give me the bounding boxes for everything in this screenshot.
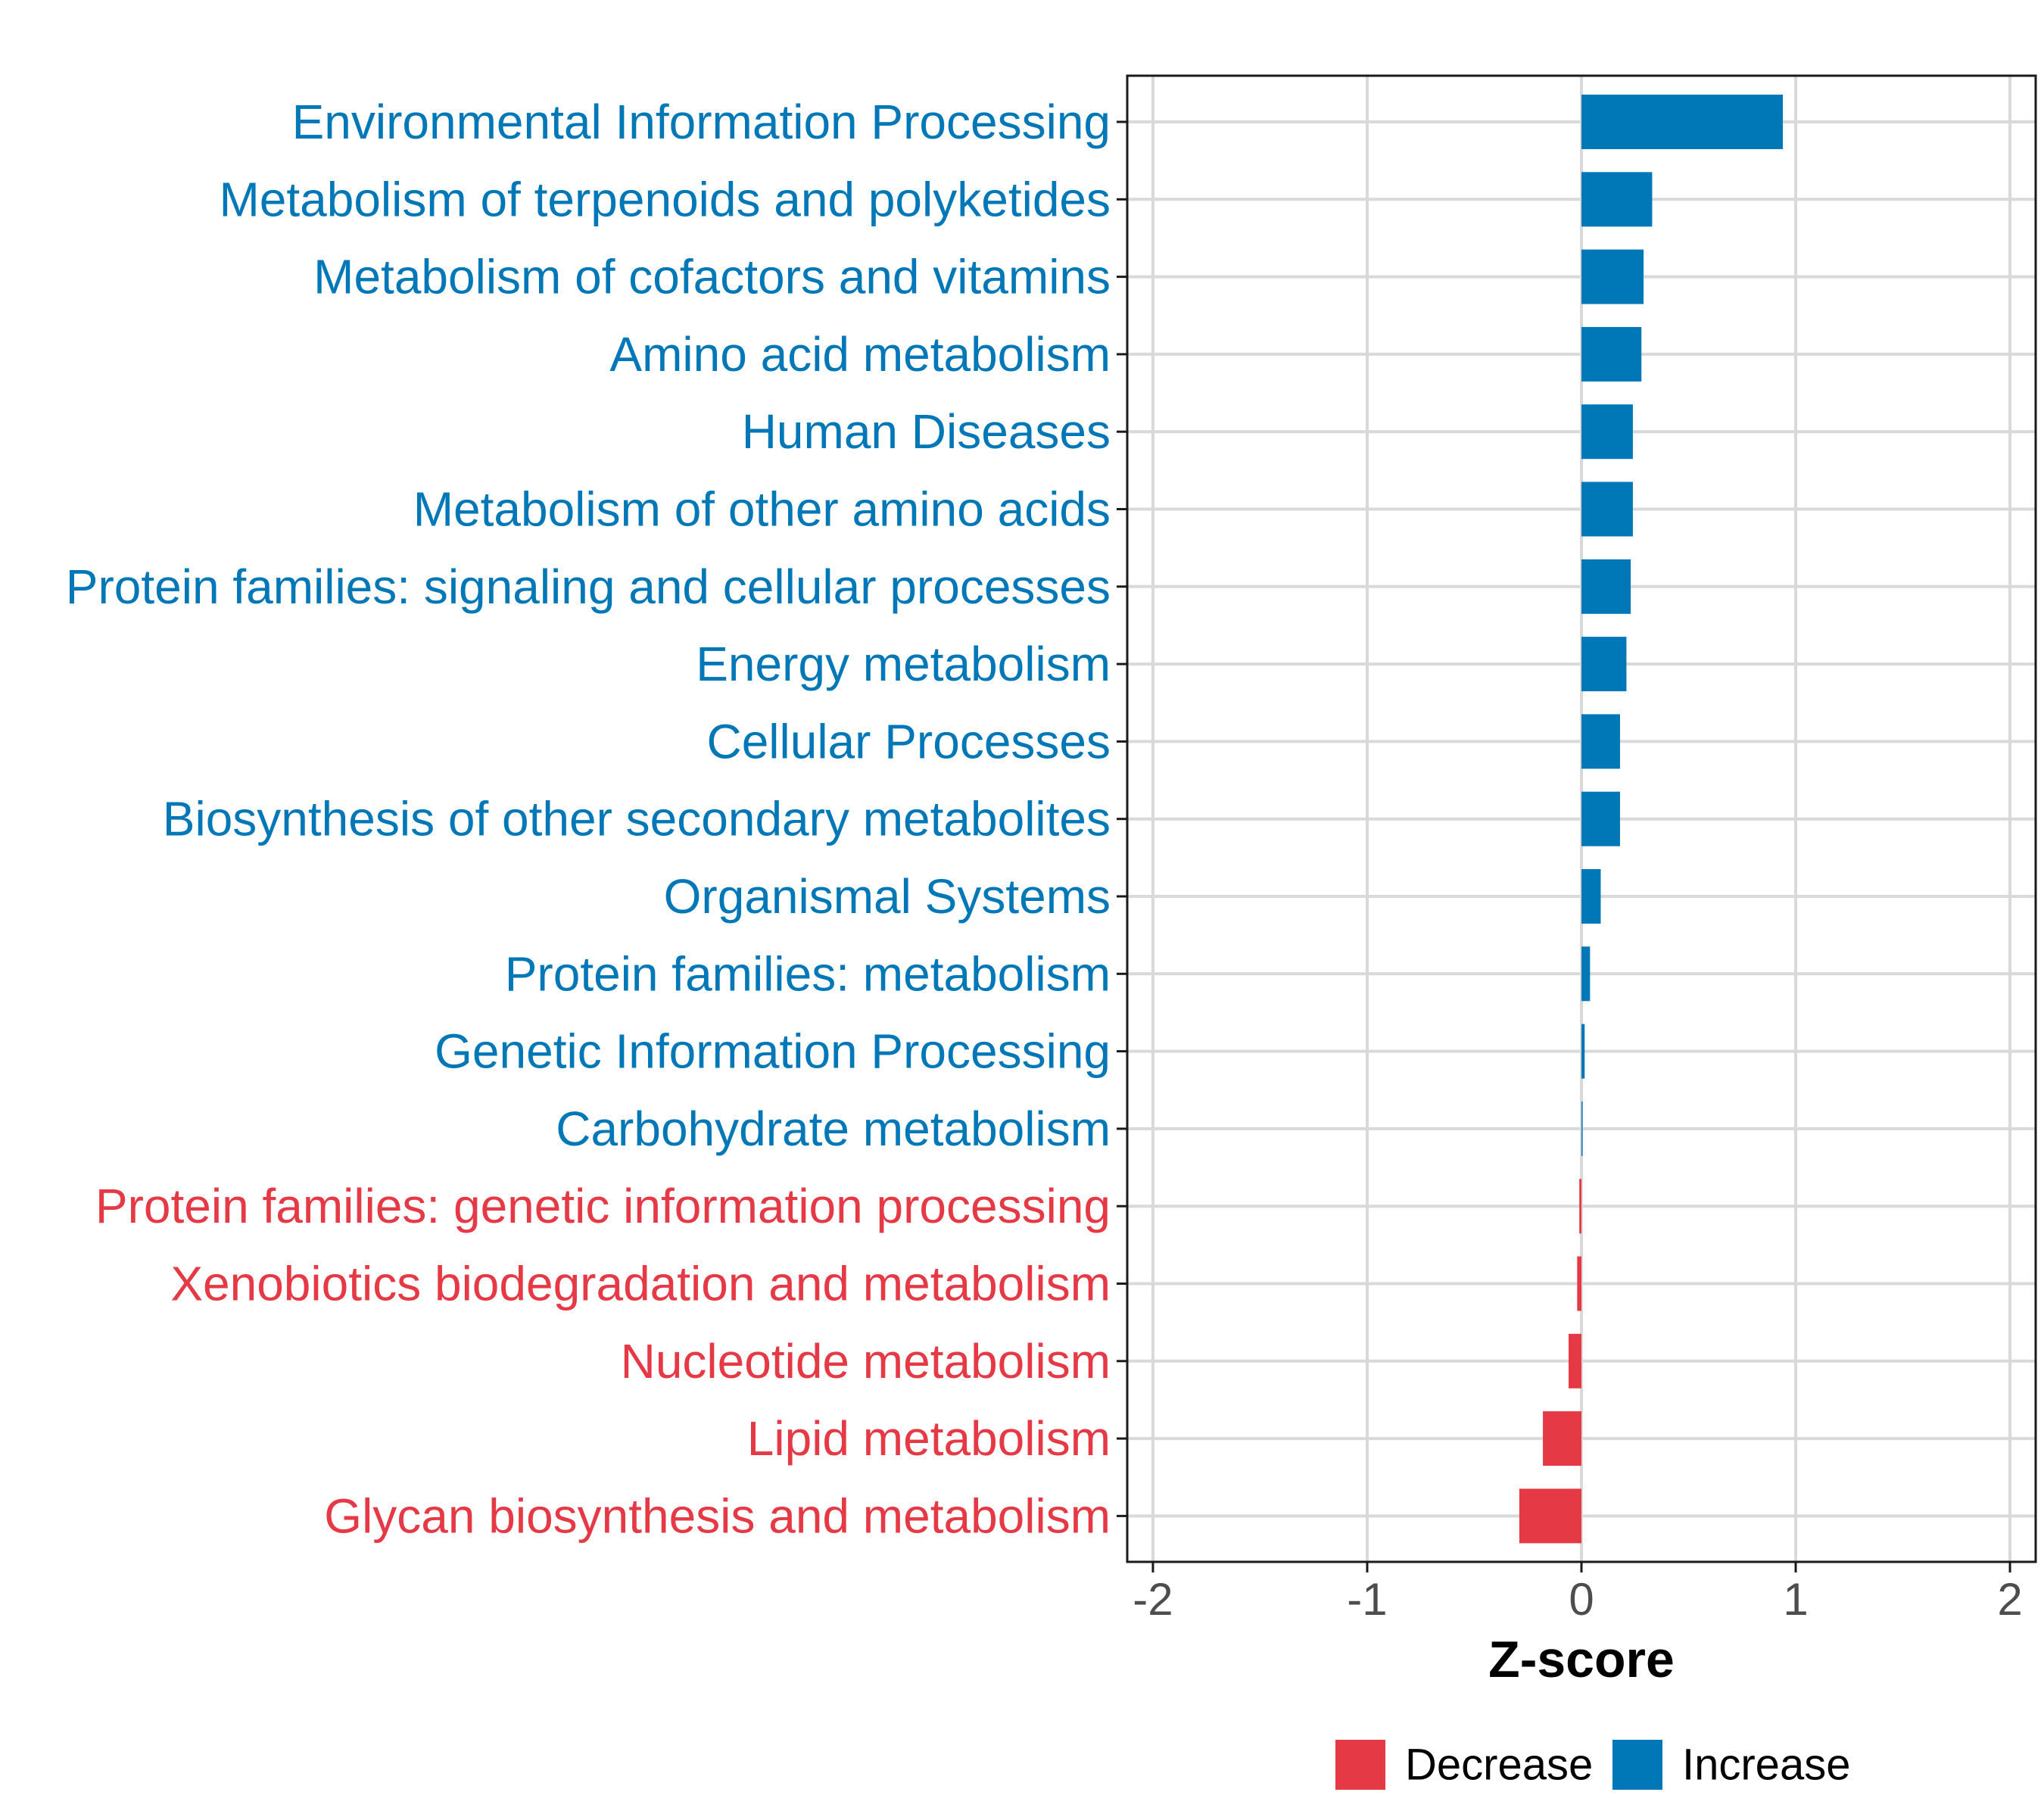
bar xyxy=(1581,637,1627,692)
category-label: Glycan biosynthesis and metabolism xyxy=(324,1488,1111,1543)
x-tick-labels: -2 -1 0 1 2 xyxy=(1133,1574,2022,1625)
category-label: Amino acid metabolism xyxy=(609,327,1111,382)
category-label: Metabolism of terpenoids and polyketides xyxy=(219,172,1111,226)
x-tick-label: 0 xyxy=(1569,1574,1594,1625)
category-label: Metabolism of cofactors and vitamins xyxy=(313,250,1111,304)
category-label: Genetic Information Processing xyxy=(435,1024,1111,1079)
bar xyxy=(1581,714,1620,769)
category-label: Biosynthesis of other secondary metaboli… xyxy=(163,792,1111,846)
category-label: Environmental Information Processing xyxy=(292,95,1111,149)
bar xyxy=(1543,1411,1581,1466)
x-tick-label: 1 xyxy=(1783,1574,1808,1625)
bar xyxy=(1581,95,1784,149)
x-tick-label: 2 xyxy=(1997,1574,2022,1625)
legend-label-decrease: Decrease xyxy=(1405,1741,1593,1790)
category-label: Metabolism of other amino acids xyxy=(413,482,1111,537)
bar xyxy=(1581,482,1633,537)
bar xyxy=(1581,1024,1585,1079)
category-label: Organismal Systems xyxy=(664,869,1111,924)
category-labels: Environmental Information Processing Meta… xyxy=(66,95,1111,1543)
bar xyxy=(1581,326,1642,382)
bar xyxy=(1581,249,1644,304)
bar xyxy=(1581,559,1631,614)
bar xyxy=(1569,1333,1581,1388)
bar xyxy=(1581,791,1620,846)
category-label: Protein families: metabolism xyxy=(505,946,1111,1001)
legend-swatch-decrease xyxy=(1335,1740,1385,1790)
bars xyxy=(1519,95,1784,1544)
bar xyxy=(1581,404,1633,460)
x-axis-title: Z-score xyxy=(1488,1631,1675,1688)
x-tick-label: -1 xyxy=(1347,1574,1387,1625)
category-label: Carbohydrate metabolism xyxy=(556,1102,1111,1156)
category-label: Human Diseases xyxy=(742,404,1111,459)
axis-ticks xyxy=(1117,120,2011,1572)
category-label: Protein families: genetic information pr… xyxy=(95,1179,1111,1233)
category-label: Protein families: signaling and cellular… xyxy=(66,559,1111,614)
bar xyxy=(1577,1256,1581,1311)
bar xyxy=(1579,1179,1581,1234)
category-label: Lipid metabolism xyxy=(747,1411,1111,1466)
category-label: Xenobiotics biodegradation and metabolis… xyxy=(170,1257,1111,1311)
category-label: Energy metabolism xyxy=(696,637,1111,691)
bar xyxy=(1581,946,1591,1002)
bar xyxy=(1581,172,1653,227)
bar xyxy=(1519,1488,1581,1544)
category-label: Nucleotide metabolism xyxy=(621,1334,1111,1388)
bar xyxy=(1581,1101,1583,1156)
legend-label-increase: Increase xyxy=(1682,1741,1850,1790)
legend: Decrease Increase xyxy=(1335,1740,1850,1790)
x-tick-label: -2 xyxy=(1133,1574,1173,1625)
category-label: Cellular Processes xyxy=(706,714,1111,768)
bar xyxy=(1581,869,1601,924)
legend-swatch-increase xyxy=(1612,1740,1662,1790)
